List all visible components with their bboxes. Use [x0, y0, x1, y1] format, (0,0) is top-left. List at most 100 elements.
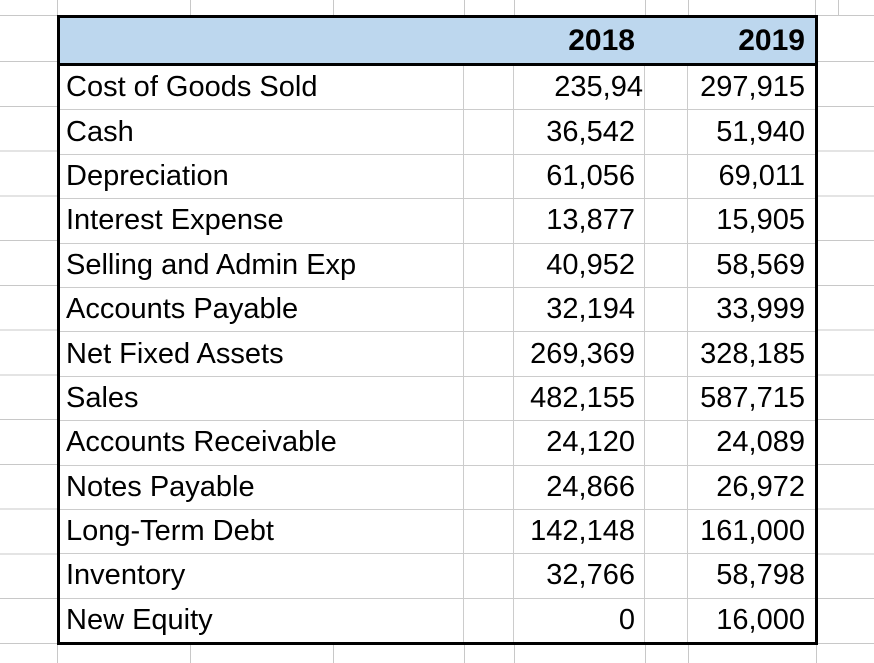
spacer-cell[interactable] — [464, 376, 514, 421]
spacer-cell[interactable] — [645, 509, 688, 554]
spacer-cell[interactable] — [645, 376, 688, 421]
cell-2019[interactable]: 297,915 — [700, 71, 805, 104]
cell-label[interactable]: Accounts Receivable — [60, 421, 464, 465]
spacer-cell[interactable] — [645, 554, 688, 598]
cell-label[interactable]: Accounts Payable — [60, 287, 464, 332]
sheet-gridline — [190, 0, 191, 15]
spacer-cell[interactable] — [464, 554, 514, 598]
table-row: Inventory 32,766 58,798 — [60, 554, 815, 599]
header-2018[interactable]: 2018 — [514, 18, 645, 63]
table-row: Net Fixed Assets 269,369 328,185 — [60, 332, 815, 377]
cell-2019[interactable]: 161,000 — [700, 515, 805, 548]
cell-label[interactable]: Notes Payable — [60, 465, 464, 509]
table-row: Depreciation 61,056 69,011 — [60, 154, 815, 200]
table-row: Cost of Goods Sold 235,94 297,915 — [60, 66, 815, 111]
header-2019[interactable]: 2019 — [688, 18, 815, 63]
sheet-gridline — [464, 645, 465, 663]
cell-2018[interactable]: 32,194 — [514, 287, 645, 332]
spacer-cell[interactable] — [645, 243, 688, 287]
cell-label[interactable]: Cash — [60, 110, 464, 154]
sheet-gridlines-left-margin — [0, 61, 57, 645]
spacer-cell[interactable] — [464, 598, 514, 643]
cell-2018[interactable]: 24,120 — [514, 421, 645, 465]
cell-2018[interactable]: 36,542 — [514, 110, 645, 154]
cell-label[interactable]: Sales — [60, 376, 464, 421]
cell-2018[interactable]: 32,766 — [514, 554, 645, 598]
cell-2018[interactable]: 0 — [514, 598, 645, 643]
cell-label[interactable]: Selling and Admin Exp — [60, 243, 464, 287]
sheet-gridline — [333, 0, 334, 15]
cell-label[interactable]: Long-Term Debt — [60, 509, 464, 554]
header-spacer-cell[interactable] — [645, 18, 688, 63]
cell-2018[interactable]: 482,155 — [514, 376, 645, 421]
spacer-cell[interactable] — [464, 287, 514, 332]
sheet-gridline — [190, 645, 191, 663]
cell-2019[interactable]: 24,089 — [716, 426, 805, 459]
sheet-gridline — [645, 0, 646, 15]
spacer-cell[interactable] — [464, 465, 514, 509]
spacer-cell[interactable] — [645, 154, 688, 199]
spacer-cell[interactable] — [645, 199, 688, 243]
spacer-cell[interactable] — [645, 110, 688, 154]
cell-label[interactable]: New Equity — [60, 598, 464, 643]
cell-2019[interactable]: 58,798 — [716, 559, 805, 592]
table-header-row: 2018 2019 — [60, 18, 815, 66]
sheet-gridline — [815, 0, 816, 15]
spacer-cell[interactable] — [645, 421, 688, 465]
table-row: Interest Expense 13,877 15,905 — [60, 199, 815, 244]
cell-label[interactable]: Inventory — [60, 554, 464, 598]
sheet-gridline — [816, 645, 817, 663]
spacer-cell[interactable] — [645, 465, 688, 509]
spacer-cell[interactable] — [464, 509, 514, 554]
table-row: Sales 482,155 587,715 — [60, 376, 815, 422]
spacer-cell[interactable] — [645, 598, 688, 643]
sheet-gridline — [645, 645, 646, 663]
financial-table: 2018 2019 Cost of Goods Sold 235,94 297,… — [57, 15, 818, 645]
cell-2019[interactable]: 69,011 — [718, 159, 805, 192]
table-row: Long-Term Debt 142,148 161,000 — [60, 509, 815, 555]
spacer-cell[interactable] — [645, 287, 688, 332]
header-2019-label: 2019 — [738, 23, 805, 57]
sheet-gridline — [57, 645, 58, 663]
spacer-cell[interactable] — [464, 421, 514, 465]
cell-2019[interactable]: 15,905 — [716, 204, 805, 237]
spacer-cell[interactable] — [464, 332, 514, 376]
cell-2018[interactable]: 24,866 — [514, 465, 645, 509]
cell-2019[interactable]: 328,185 — [700, 337, 805, 370]
cell-2018[interactable]: 13,877 — [514, 199, 645, 243]
spacer-cell[interactable] — [464, 243, 514, 287]
table-row: Accounts Payable 32,194 33,999 — [60, 287, 815, 333]
cell-2019[interactable]: 33,999 — [716, 293, 805, 326]
cell-2019[interactable]: 58,569 — [716, 248, 805, 281]
spacer-cell[interactable] — [645, 332, 688, 376]
cell-2018[interactable]: 235,94 — [514, 66, 645, 110]
table-row: Notes Payable 24,866 26,972 — [60, 465, 815, 510]
sheet-gridline — [688, 0, 689, 15]
spacer-cell[interactable] — [464, 199, 514, 243]
cell-label[interactable]: Interest Expense — [60, 199, 464, 243]
header-spacer-cell[interactable] — [60, 18, 514, 63]
sheet-gridline — [838, 0, 839, 15]
cell-label[interactable]: Cost of Goods Sold — [60, 66, 464, 110]
cell-2019[interactable]: 26,972 — [716, 470, 805, 503]
cell-label[interactable]: Net Fixed Assets — [60, 332, 464, 376]
cell-2018[interactable]: 61,056 — [514, 154, 645, 199]
spacer-cell[interactable] — [464, 66, 514, 110]
header-2018-label: 2018 — [568, 23, 635, 57]
table-row: Cash 36,542 51,940 — [60, 110, 815, 155]
spacer-cell[interactable] — [464, 110, 514, 154]
cell-2019[interactable]: 51,940 — [716, 115, 805, 148]
cell-2019[interactable]: 16,000 — [716, 603, 805, 636]
sheet-gridlines-right-margin — [818, 61, 874, 645]
spacer-cell[interactable] — [464, 154, 514, 199]
spacer-cell[interactable] — [645, 66, 688, 110]
cell-label[interactable]: Depreciation — [60, 154, 464, 199]
sheet-gridline — [464, 0, 465, 15]
cell-2019[interactable]: 587,715 — [700, 381, 805, 414]
cell-2018[interactable]: 40,952 — [514, 243, 645, 287]
cell-2018[interactable]: 142,148 — [514, 509, 645, 554]
cell-2018[interactable]: 269,369 — [514, 332, 645, 376]
table-row: New Equity 0 16,000 — [60, 598, 815, 643]
sheet-gridline — [514, 0, 515, 15]
